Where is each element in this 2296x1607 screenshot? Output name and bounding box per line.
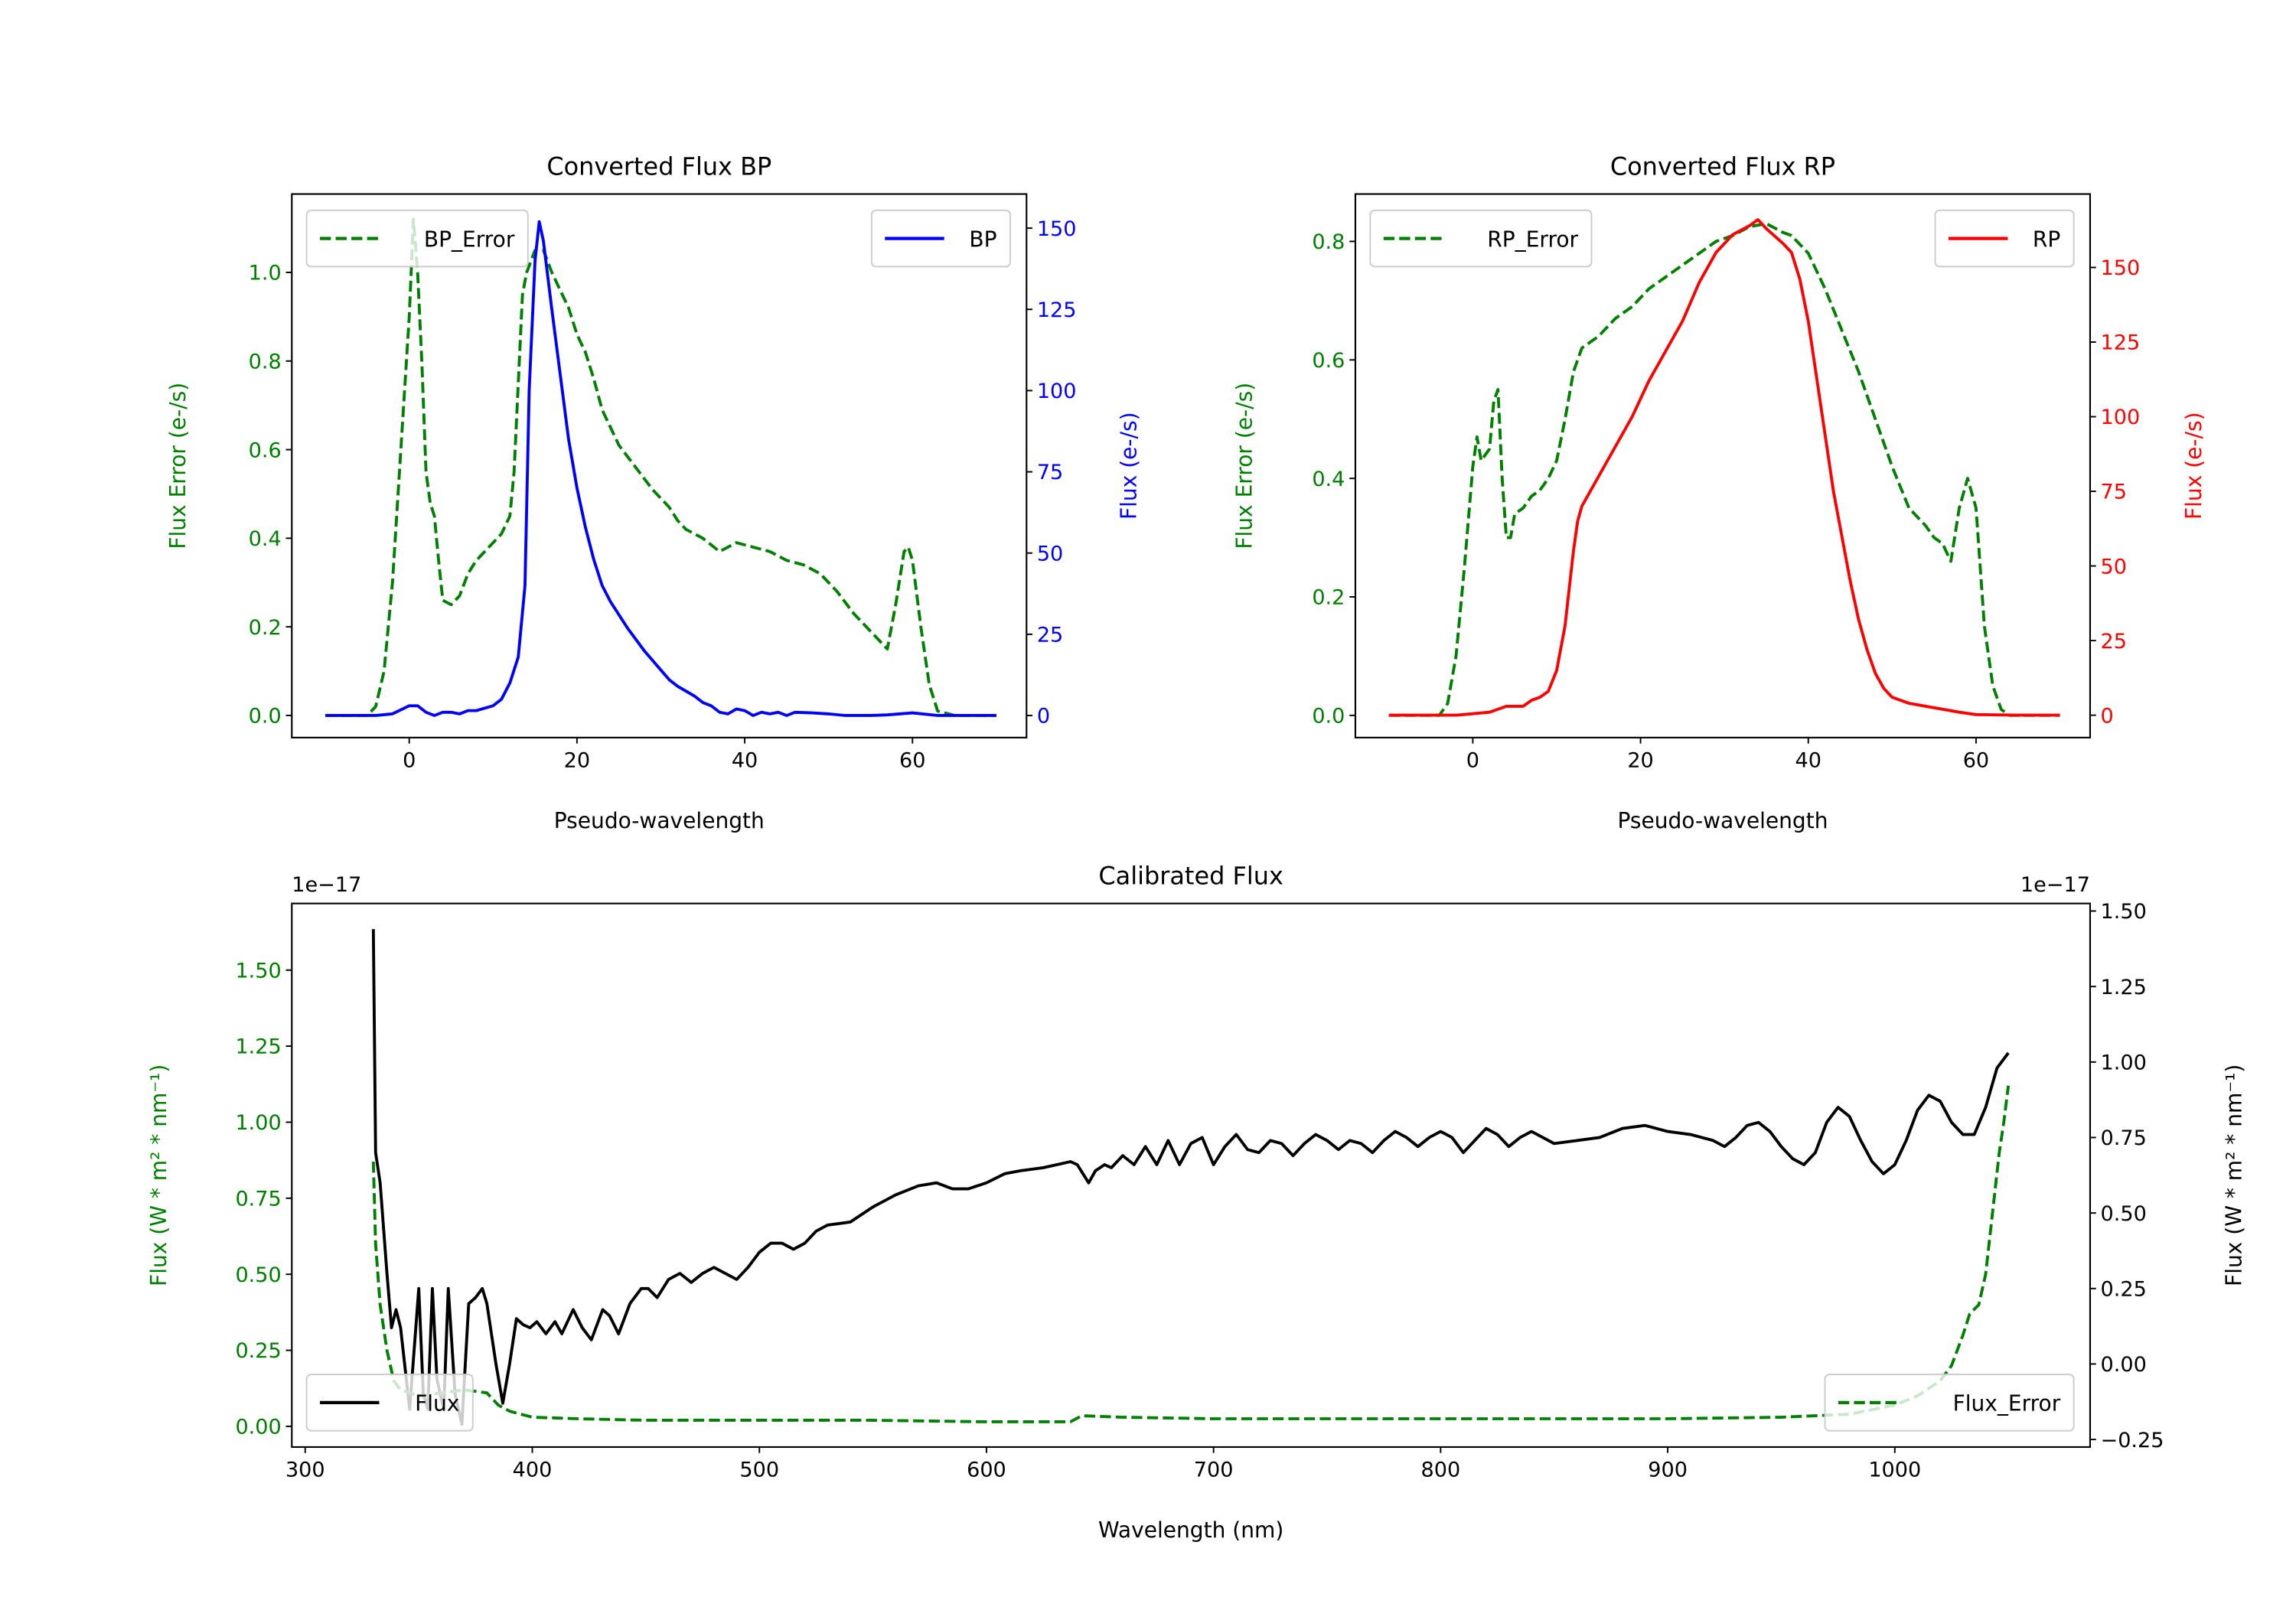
x-axis-label: Pseudo-wavelength: [554, 808, 765, 833]
series-line-rp: [1388, 218, 2060, 717]
right-y-tick-label: 150: [1037, 217, 1077, 241]
left-y-axis-label: Flux (W * m² * nm⁻¹): [146, 1064, 171, 1286]
left-y-axis-label: Flux Error (e-/s): [1231, 383, 1257, 549]
right-y-tick-label: 125: [2101, 331, 2141, 355]
right-y-tick-label: 0.25: [2101, 1277, 2147, 1301]
right-y-tick-label: 25: [1037, 624, 1063, 647]
left-y-tick-label: 1.0: [249, 262, 282, 285]
chart-title: Converted Flux RP: [1610, 152, 1835, 181]
legend-box: [305, 1374, 474, 1432]
legend-label: BP_Error: [424, 227, 515, 252]
left-y-axis-label: Flux Error (e-/s): [165, 383, 191, 549]
rp-flux-panel: 0 20 40 60 0.0 0.2 0.4 0.6 0.8 0 25 50 75 100 125 150 Co…: [1231, 152, 2206, 833]
x-axis-label: Wavelength (nm): [1098, 1517, 1283, 1543]
legend-flux: Flux: [305, 1374, 474, 1432]
x-tick-label: 20: [1627, 749, 1653, 773]
legend-label: RP_Error: [1487, 227, 1578, 252]
x-tick-label: 800: [1421, 1459, 1461, 1482]
right-y-tick-label: 75: [2101, 481, 2127, 504]
legend-bp-error: BP_Error: [305, 209, 529, 268]
right-y-tick-label: 100: [1037, 380, 1077, 403]
chart-title: Calibrated Flux: [1098, 861, 1283, 890]
legend-label: Flux_Error: [1953, 1391, 2061, 1416]
x-tick-label: 0: [403, 749, 416, 773]
x-tick-label: 20: [564, 749, 590, 773]
x-tick-label: 60: [1963, 749, 1989, 773]
right-y-axis-label: Flux (e-/s): [1117, 412, 1142, 520]
right-y-tick-label: 0: [2101, 704, 2114, 728]
left-y-tick-label: 0.75: [235, 1187, 281, 1211]
left-y-tick-label: 0.0: [1312, 705, 1345, 729]
legend-label: Flux: [415, 1391, 459, 1416]
legend-flux-error: Flux_Error: [1824, 1374, 2075, 1432]
right-y-tick-label: 0: [1037, 705, 1050, 729]
left-y-tick-label: 0.2: [1312, 586, 1345, 610]
left-y-tick-label: 0.4: [1312, 468, 1345, 491]
x-tick-label: 60: [899, 749, 925, 773]
right-y-tick-label: 150: [2101, 256, 2141, 280]
x-tick-label: 300: [285, 1459, 325, 1482]
bp-flux-panel: 0 20 40 60 0.0 0.2 0.4 0.6 0.8 1.0 0 25 50 75 100 125 15…: [165, 152, 1142, 833]
right-y-tick-label: 125: [1037, 298, 1077, 322]
right-y-tick-label: 1.00: [2101, 1051, 2147, 1075]
legend-box: [305, 209, 529, 268]
right-y-tick-label: 50: [1037, 542, 1063, 566]
right-y-tick-label: 100: [2101, 406, 2141, 429]
axes-frame: [291, 193, 1028, 738]
right-y-tick-label: −0.25: [2101, 1429, 2164, 1452]
left-y-tick-label: 0.8: [249, 350, 282, 373]
x-tick-label: 400: [513, 1459, 553, 1482]
legend-label: BP: [969, 227, 996, 252]
right-offset-text: 1e−17: [2020, 873, 2090, 897]
x-tick-label: 40: [1795, 749, 1821, 773]
left-y-tick-label: 1.50: [235, 959, 281, 983]
legend-box: [1824, 1374, 2075, 1432]
x-tick-label: 500: [739, 1459, 779, 1482]
left-y-tick-label: 0.8: [1312, 230, 1345, 254]
legend-rp: RP: [1934, 209, 2075, 268]
x-tick-label: 0: [1466, 749, 1479, 773]
right-y-tick-label: 0.75: [2101, 1126, 2147, 1150]
right-y-axis-label: Flux (e-/s): [2181, 412, 2206, 520]
left-y-tick-label: 0.50: [235, 1263, 281, 1287]
left-y-tick-label: 1.25: [235, 1035, 281, 1059]
calibrated-flux-panel: 300 400 500 600 700 800 900 1000 0.00 0.25 0.50 0.7…: [146, 861, 2247, 1543]
axes-frame: [1354, 193, 2092, 738]
left-y-tick-label: 0.2: [249, 616, 282, 640]
legend-bp: BP: [870, 209, 1011, 268]
legend-rp-error: RP_Error: [1369, 209, 1593, 268]
axes-frame: [291, 902, 2092, 1449]
x-tick-label: 1000: [1868, 1459, 1921, 1482]
right-y-tick-label: 75: [1037, 461, 1063, 484]
right-y-tick-label: 50: [2101, 555, 2127, 579]
x-tick-label: 600: [967, 1459, 1006, 1482]
series-line-bp-error: [325, 217, 996, 717]
left-y-tick-label: 1.00: [235, 1111, 281, 1135]
x-axis-label: Pseudo-wavelength: [1617, 808, 1828, 833]
left-y-tick-label: 0.0: [249, 705, 282, 729]
left-y-tick-label: 0.6: [249, 438, 282, 462]
series-line-rp-error: [1388, 222, 2060, 717]
legend-label: RP: [2033, 227, 2060, 252]
left-y-tick-label: 0.6: [1312, 349, 1345, 373]
x-tick-label: 900: [1648, 1459, 1688, 1482]
right-y-axis-label: Flux (W * m² * nm⁻¹): [2221, 1064, 2246, 1286]
left-y-tick-label: 0.00: [235, 1416, 281, 1439]
left-y-tick-label: 0.4: [249, 527, 282, 551]
left-offset-text: 1e−17: [292, 873, 361, 897]
x-tick-label: 40: [732, 749, 758, 773]
right-y-tick-label: 0.00: [2101, 1353, 2147, 1377]
chart-title: Converted Flux BP: [546, 152, 771, 181]
series-line-bp: [325, 220, 996, 717]
series-line-flux: [371, 929, 2010, 1426]
right-y-tick-label: 25: [2101, 630, 2127, 654]
right-y-tick-label: 1.25: [2101, 976, 2147, 999]
x-tick-label: 700: [1194, 1459, 1234, 1482]
right-y-tick-label: 1.50: [2101, 900, 2147, 924]
left-y-tick-label: 0.25: [235, 1339, 281, 1363]
right-y-tick-label: 0.50: [2101, 1202, 2147, 1226]
legend-box: [1369, 209, 1593, 268]
